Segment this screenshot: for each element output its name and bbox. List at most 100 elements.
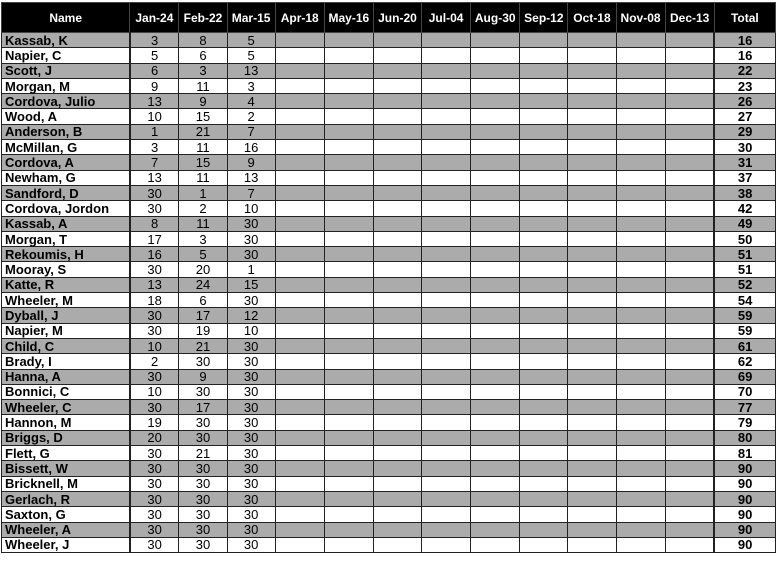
table-row: Morgan, M 9 11 3 23 [0,77,776,95]
score-cell: 7 [129,154,180,171]
score-cell [323,292,374,309]
score-cell [323,475,374,492]
score-cell [567,261,617,278]
score-cell: 9 [226,154,276,171]
score-cell [519,490,569,508]
name-cell: Wood, A [0,108,131,125]
name-cell: Rekoumis, H [0,246,131,263]
score-cell [274,399,325,416]
score-cell [421,154,472,171]
score-cell: 11 [178,215,228,232]
score-cell [567,521,617,538]
score-cell [470,322,521,339]
column-header-mar-15: Mar-15 [226,2,276,33]
score-cell: 30 [129,307,180,324]
total-cell: 69 [713,368,776,385]
table-row: Wood, A 10 15 2 27 [0,108,776,125]
score-cell: 30 [129,460,180,477]
column-header-feb-22: Feb-22 [178,2,228,33]
table-row: Morgan, T 17 3 30 50 [0,230,776,248]
score-cell [421,77,472,95]
score-cell [615,292,666,309]
score-cell: 20 [129,429,180,447]
score-cell: 11 [178,77,228,95]
total-cell: 38 [713,184,776,202]
score-cell [567,460,617,477]
name-cell: Saxton, G [0,506,131,523]
score-cell [519,230,569,248]
score-cell [274,77,325,95]
score-cell: 30 [226,536,276,554]
score-cell [421,536,472,554]
score-cell: 13 [226,169,276,186]
score-cell [372,506,423,523]
score-cell [615,536,666,554]
column-header-sep-12: Sep-12 [519,2,569,33]
name-cell: Flett, G [0,445,131,462]
score-cell [323,276,374,294]
score-cell [615,62,666,79]
score-cell [664,169,715,186]
score-cell [664,93,715,110]
score-cell [470,31,521,49]
score-cell: 30 [226,445,276,462]
column-header-dec-13: Dec-13 [664,2,715,33]
score-cell [567,429,617,447]
table-row: Kassab, K 3 8 5 16 [0,31,776,49]
score-cell [470,337,521,355]
score-cell: 30 [178,429,228,447]
score-cell: 30 [226,429,276,447]
score-cell [567,337,617,355]
score-cell [615,154,666,171]
score-cell [470,184,521,202]
score-cell [615,47,666,64]
score-cell [470,490,521,508]
score-cell [323,506,374,523]
score-cell [664,200,715,217]
score-cell [567,230,617,248]
score-cell: 5 [178,246,228,263]
score-cell [615,123,666,141]
score-cell [421,353,472,370]
score-cell: 19 [129,414,180,431]
score-cell [664,62,715,79]
score-cell [323,215,374,232]
table-row: Dyball, J 30 17 12 59 [0,307,776,324]
score-cell [470,536,521,554]
total-cell: 31 [713,154,776,171]
score-cell [372,445,423,462]
score-cell [664,490,715,508]
score-cell [567,200,617,217]
total-cell: 70 [713,383,776,401]
score-cell [567,47,617,64]
score-cell: 30 [226,246,276,263]
table-row: Anderson, B 1 21 7 29 [0,123,776,141]
score-cell [470,460,521,477]
header-row: Name Jan-24 Feb-22 Mar-15 Apr-18 May-16 Jun-20… [0,2,776,33]
score-cell: 30 [178,460,228,477]
score-cell [323,383,374,401]
score-cell [470,475,521,492]
score-cell [421,429,472,447]
name-cell: Napier, M [0,322,131,339]
score-cell [567,62,617,79]
score-cell [372,399,423,416]
score-cell [274,215,325,232]
table-row: Mooray, S 30 20 1 51 [0,261,776,278]
score-cell [274,307,325,324]
name-cell: Cordova, Jordon [0,200,131,217]
score-cell: 9 [178,368,228,385]
score-cell [323,322,374,339]
score-cell [372,490,423,508]
score-cell [323,337,374,355]
score-cell [323,77,374,95]
score-cell [664,399,715,416]
name-cell: Napier, C [0,47,131,64]
score-cell [615,307,666,324]
table-row: McMillan, G 3 11 16 30 [0,139,776,156]
score-cell [274,353,325,370]
score-cell [372,47,423,64]
score-cell [372,154,423,171]
score-cell [470,139,521,156]
name-cell: Wheeler, M [0,292,131,309]
